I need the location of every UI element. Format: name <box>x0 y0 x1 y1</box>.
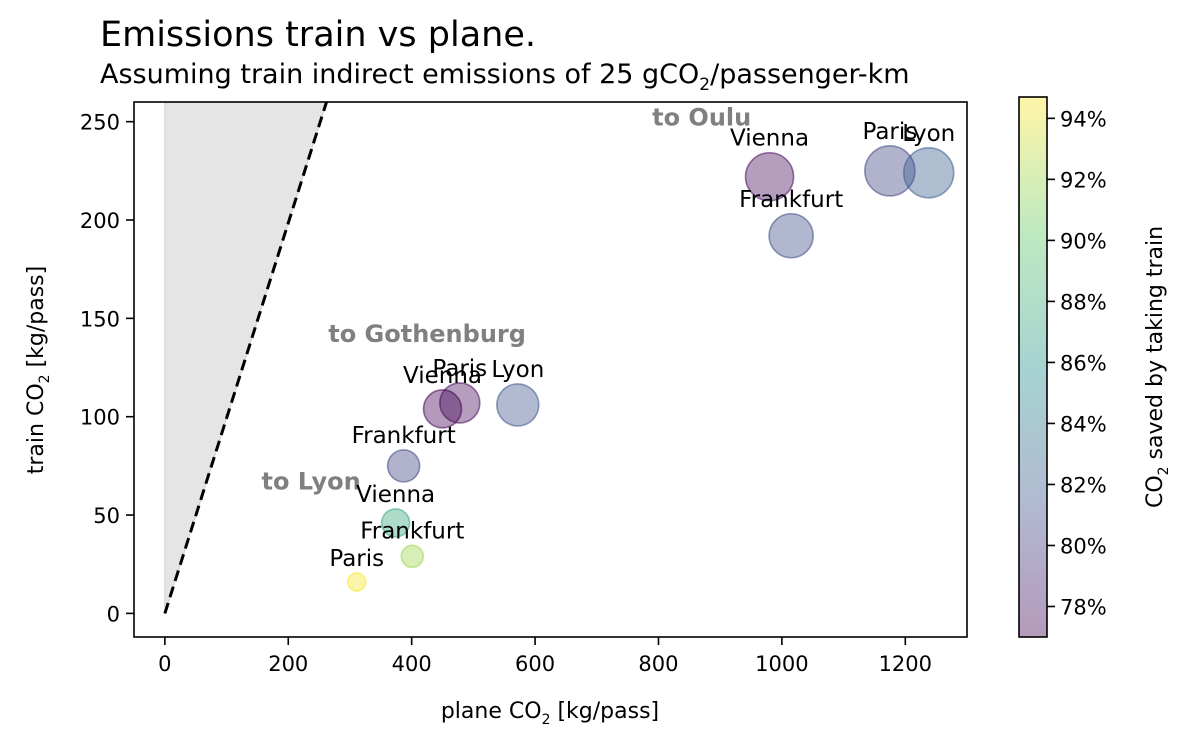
chart-subtitle-sub: 2 <box>699 75 710 95</box>
point-label-9: Frankfurt <box>360 518 464 544</box>
x-tick-label-0: 0 <box>158 652 171 676</box>
colorbar-tick-label-8: 94% <box>1060 107 1107 131</box>
scatter-point-1 <box>864 145 916 197</box>
colorbar-label: CO2 saved by taking train <box>1143 226 1172 508</box>
group-label-2: to Lyon <box>261 467 360 495</box>
group-label-0: to Oulu <box>652 104 751 132</box>
colorbar-fill <box>1019 97 1047 637</box>
y-tick-label-3: 150 <box>80 307 120 331</box>
colorbar-tick-label-4: 86% <box>1060 351 1107 375</box>
colorbar-label-prefix: CO <box>1143 475 1168 508</box>
chart-subtitle-prefix: Assuming train indirect emissions of 25 … <box>100 59 699 90</box>
scatter-point-8 <box>380 508 411 538</box>
x-tick-label-4: 800 <box>638 652 678 676</box>
chart-title: Emissions train vs plane. <box>100 15 536 55</box>
x-tick-label-2: 400 <box>392 652 432 676</box>
reference-line <box>163 101 328 614</box>
point-label-4: Paris <box>432 356 487 382</box>
chart-subtitle: Assuming train indirect emissions of 25 … <box>100 59 910 95</box>
point-label-2: Lyon <box>902 121 955 147</box>
colorbar-tick-label-3: 84% <box>1060 412 1107 436</box>
y-axis-label-suffix: [kg/pass] <box>24 266 49 375</box>
scatter-point-9 <box>400 544 425 569</box>
group-label-1: to Gothenburg <box>328 320 526 348</box>
point-label-3: Frankfurt <box>739 187 843 213</box>
colorbar-tick-label-6: 90% <box>1060 229 1107 253</box>
scatter-point-2 <box>902 147 955 199</box>
point-label-8: Vienna <box>356 482 435 508</box>
plot-frame <box>133 101 968 638</box>
chart-subtitle-suffix: /passenger-km <box>710 59 909 90</box>
colorbar: 78% 80% 82% 84% 86% 88% 90% 92% 94% <box>1018 96 1107 638</box>
y-tick-label-2: 100 <box>80 406 120 430</box>
point-label-6: Lyon <box>491 357 544 383</box>
x-tick-label-1: 200 <box>268 652 308 676</box>
x-axis-label-sub: 2 <box>542 712 551 728</box>
point-label-10: Paris <box>329 546 384 572</box>
x-tick-label-5: 1000 <box>755 652 808 676</box>
point-label-5: Vienna <box>403 363 482 389</box>
y-tick-label-0: 0 <box>107 602 120 626</box>
scatter-point-6 <box>495 383 540 427</box>
y-tick-label-5: 250 <box>80 111 120 135</box>
y-axis-label: train CO2 [kg/pass] <box>24 266 53 474</box>
colorbar-tick-label-2: 82% <box>1060 473 1107 497</box>
x-tick-label-3: 600 <box>515 652 555 676</box>
point-label-0: Vienna <box>730 126 809 152</box>
colorbar-tick-label-1: 80% <box>1060 534 1107 558</box>
scatter-point-7 <box>386 449 421 483</box>
x-axis-label: plane CO2 [kg/pass] <box>441 699 659 728</box>
x-tick-label-6: 1200 <box>879 652 932 676</box>
colorbar-tick-label-0: 78% <box>1060 595 1107 619</box>
y-axis-label-sub: 2 <box>37 374 53 383</box>
colorbar-tick-label-5: 88% <box>1060 290 1107 314</box>
scatter-point-0 <box>744 151 795 202</box>
y-tick-label-4: 200 <box>80 209 120 233</box>
y-axis-label-prefix: train CO <box>24 383 49 474</box>
point-label-1: Paris <box>862 119 917 145</box>
colorbar-frame <box>1018 96 1048 638</box>
y-tick-label-1: 50 <box>93 504 120 528</box>
colorbar-label-suffix: saved by taking train <box>1143 226 1168 467</box>
x-axis: 0 200 400 600 800 1000 1200 <box>158 637 932 676</box>
colorbar-ticks: 78% 80% 82% 84% 86% 88% 90% 92% 94% <box>1047 107 1107 619</box>
colorbar-tick-label-7: 92% <box>1060 168 1107 192</box>
scatter-point-3 <box>768 212 814 259</box>
colorbar-label-sub: 2 <box>1156 466 1172 475</box>
x-axis-label-suffix: [kg/pass] <box>550 699 659 724</box>
x-axis-label-prefix: plane CO <box>441 699 542 724</box>
scatter-point-5 <box>422 389 463 429</box>
y-axis: 0 50 100 150 200 250 <box>80 111 134 626</box>
point-label-7: Frankfurt <box>352 423 456 449</box>
scatter-point-10 <box>346 572 367 592</box>
